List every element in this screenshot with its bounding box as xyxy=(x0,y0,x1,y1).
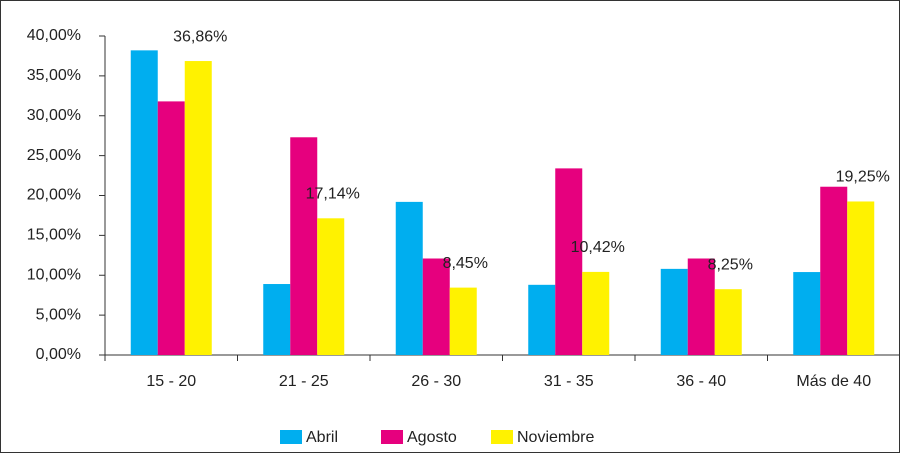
y-tick-label: 0,00% xyxy=(36,346,81,363)
data-label: 10,42% xyxy=(571,239,625,256)
x-tick-label: 15 - 20 xyxy=(146,373,196,390)
data-label: 36,86% xyxy=(173,28,227,45)
bar xyxy=(263,284,291,355)
bar xyxy=(555,168,583,355)
bar xyxy=(449,287,477,355)
data-label: 17,14% xyxy=(306,186,360,203)
bar xyxy=(582,271,610,355)
legend-swatch xyxy=(381,430,403,444)
y-tick-label: 15,00% xyxy=(27,227,81,244)
bar xyxy=(820,186,848,355)
legend-label: Abril xyxy=(306,429,338,446)
y-tick-label: 40,00% xyxy=(27,27,81,44)
bar xyxy=(157,101,185,356)
y-tick-label: 10,00% xyxy=(27,266,81,283)
legend-label: Agosto xyxy=(407,429,457,446)
x-tick-label: 31 - 35 xyxy=(544,373,594,390)
y-tick-label: 35,00% xyxy=(27,67,81,84)
y-tick-label: 20,00% xyxy=(27,187,81,204)
bar xyxy=(290,137,318,355)
bar xyxy=(317,218,345,355)
legend-swatch xyxy=(280,430,302,444)
bar xyxy=(422,258,450,355)
data-label: 8,25% xyxy=(708,256,753,273)
bar xyxy=(847,201,875,355)
bar xyxy=(660,268,688,355)
bar xyxy=(395,201,423,355)
data-label: 19,25% xyxy=(836,169,890,186)
y-tick-label: 25,00% xyxy=(27,147,81,164)
bar xyxy=(528,284,556,355)
bar xyxy=(687,258,715,355)
legend-swatch xyxy=(491,430,513,444)
bar xyxy=(130,50,158,355)
bar xyxy=(184,61,212,355)
legend-label: Noviembre xyxy=(517,429,594,446)
y-tick-label: 5,00% xyxy=(36,306,81,323)
x-tick-label: Más de 40 xyxy=(796,373,871,390)
y-tick-label: 30,00% xyxy=(27,107,81,124)
data-label: 8,45% xyxy=(443,255,488,272)
x-tick-label: 26 - 30 xyxy=(411,373,461,390)
x-tick-label: 21 - 25 xyxy=(279,373,329,390)
bar xyxy=(714,289,742,355)
bar xyxy=(793,272,821,355)
x-tick-label: 36 - 40 xyxy=(676,373,726,390)
